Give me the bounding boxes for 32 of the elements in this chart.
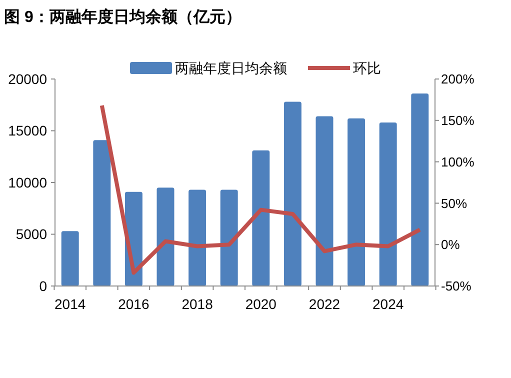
y2-tick-label: 100% [441, 154, 475, 170]
bar [93, 140, 111, 286]
bar [61, 231, 79, 286]
x-tick-label: 2024 [372, 296, 404, 312]
chart-title: 图 9：两融年度日均余额（亿元） [4, 7, 242, 26]
bar [220, 190, 238, 286]
y-tick-label: 10000 [8, 174, 48, 190]
x-tick-label: 2020 [245, 296, 277, 312]
y-tick-label: 15000 [8, 122, 48, 139]
bar [284, 102, 302, 286]
x-tick-label: 2016 [118, 296, 150, 312]
line-series [100, 103, 422, 275]
bar [316, 116, 334, 286]
legend-label: 环比 [353, 60, 381, 76]
y2-tick-label: 50% [441, 196, 468, 211]
x-tick-label: 2022 [308, 296, 340, 312]
x-tick-label: 2018 [182, 296, 214, 312]
y2-tick-label: 150% [441, 112, 475, 128]
x-tick-label: 2014 [54, 296, 86, 312]
y-tick-label: 0 [39, 278, 48, 294]
legend-label: 两融年度日均余额 [175, 60, 287, 76]
y2-tick-label: 200% [441, 72, 475, 87]
bar [348, 118, 366, 286]
bar [156, 188, 174, 286]
y2-tick-label: 0% [441, 237, 460, 252]
bar [411, 93, 429, 286]
y2-tick-label: -50% [441, 278, 472, 294]
bar [379, 122, 397, 286]
bar [188, 190, 206, 286]
y-tick-label: 20000 [8, 70, 48, 87]
y-tick-label: 5000 [16, 226, 48, 242]
bar [252, 150, 270, 286]
